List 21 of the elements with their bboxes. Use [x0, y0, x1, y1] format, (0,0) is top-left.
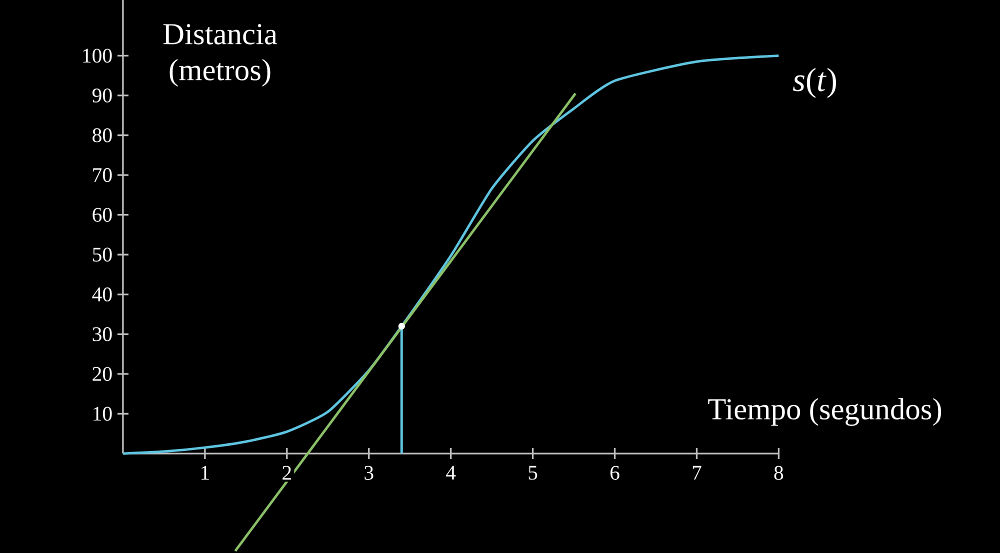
x-axis-title: Tiempo (segundos) [708, 398, 942, 426]
y-tick-label: 20 [92, 366, 112, 381]
y-tick-label: 70 [93, 168, 112, 182]
series-label: s(t) [792, 68, 836, 98]
x-tick-label: 7 [692, 466, 702, 480]
x-tick-label: 5 [528, 466, 538, 480]
y-tick-label: 100 [83, 48, 112, 63]
y-tick-label: 60 [92, 208, 112, 222]
y-tick-label: 90 [92, 88, 112, 102]
y-axis-title: Distancia (metros) [163, 24, 278, 87]
y-tick-label: 30 [92, 327, 112, 342]
x-tick-label: 3 [364, 466, 374, 480]
y-tick-label: 80 [92, 128, 112, 142]
y-tick-label: 40 [92, 287, 112, 302]
x-tick-label: 8 [774, 466, 784, 480]
x-tick-label: 1 [202, 466, 209, 480]
y-tick-label: 10 [94, 406, 112, 421]
y-tick-label: 50 [93, 248, 112, 262]
x-tick-label: 2 [282, 466, 291, 480]
x-tick-label: 4 [446, 466, 456, 480]
x-tick-label: 6 [610, 466, 620, 480]
